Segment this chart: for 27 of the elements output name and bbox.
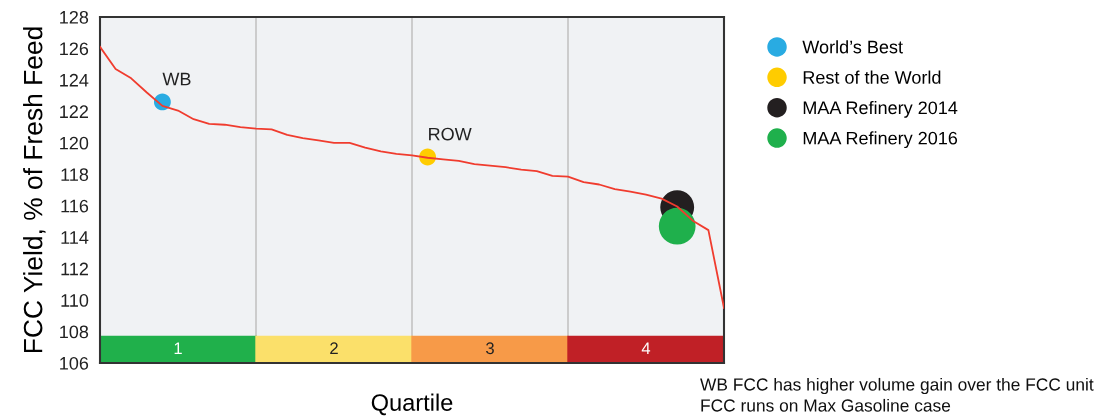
data-label: ROW xyxy=(429,127,472,141)
y-tick-label: 108 xyxy=(60,325,89,339)
legend-label: World’s Best xyxy=(802,40,903,54)
y-tick-label: 122 xyxy=(60,105,88,118)
legend-label: MAA Refinery 2016 xyxy=(803,131,958,149)
text: FCC runs on Max Gasoline case xyxy=(701,398,951,412)
legend-label: Rest of the World xyxy=(803,70,941,84)
y-tick-label: 112 xyxy=(61,262,88,276)
y-tick-label: 116 xyxy=(61,199,89,213)
legend-label: MAA Refinery 2014 xyxy=(803,100,958,118)
y-axis-title: FCC Yield, % of Fresh Feed xyxy=(23,27,46,353)
y-tick-label: 118 xyxy=(61,168,89,181)
y-tick-label: 128 xyxy=(60,10,89,24)
y-tick-label: 124 xyxy=(60,73,89,87)
data-label: WB xyxy=(162,72,191,86)
annotation: 2 xyxy=(330,342,338,354)
annotation: 3 xyxy=(486,342,494,355)
annotation: 4 xyxy=(641,342,651,354)
y-tick-label: 110 xyxy=(61,294,89,307)
y-tick-label: 126 xyxy=(60,42,89,56)
y-tick-label: 114 xyxy=(61,231,89,244)
x-axis-title: Quartile xyxy=(371,393,453,416)
annotation: 1 xyxy=(174,342,182,354)
y-tick-label: 120 xyxy=(60,136,89,150)
text: WB FCC has higher volume gain over the FCC unit xyxy=(700,377,1094,395)
y-tick-label: 106 xyxy=(60,356,89,370)
line-series xyxy=(100,45,724,309)
